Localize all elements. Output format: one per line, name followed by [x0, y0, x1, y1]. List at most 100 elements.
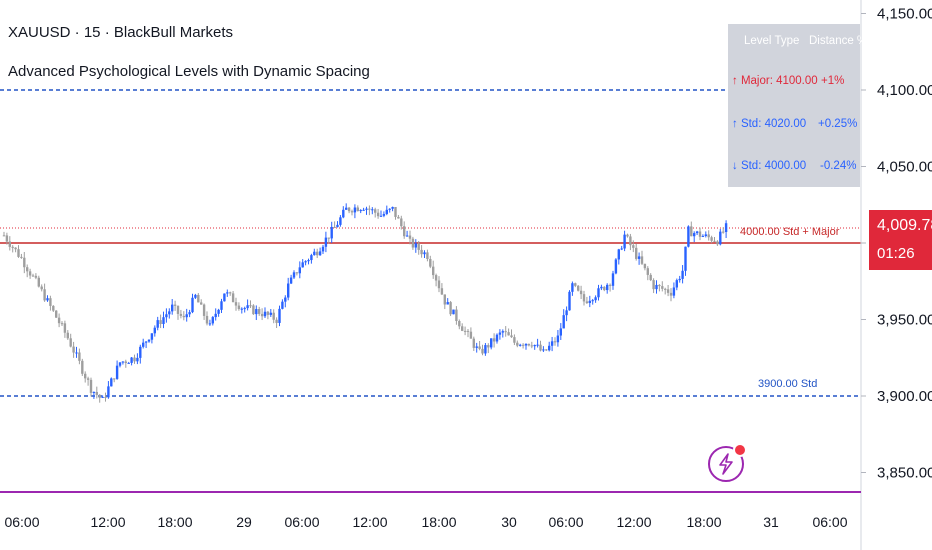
table-row-label: ↓ Std: 4000.00 [732, 160, 807, 172]
candle-body [289, 277, 293, 284]
candle-body [252, 305, 255, 315]
time-tick-label: 12:00 [352, 514, 387, 530]
candle-body [565, 310, 568, 316]
candle-body [43, 289, 46, 301]
candle-body [492, 338, 496, 342]
candle-body [139, 346, 142, 358]
candle-body [519, 344, 522, 346]
candle-body [316, 251, 319, 256]
candle-body [629, 236, 632, 246]
candle-body [403, 226, 406, 237]
candle-body [681, 270, 684, 279]
candle-body [432, 266, 435, 276]
candle-body [359, 210, 362, 212]
candle-body [298, 267, 301, 274]
table-row-label: ↑ Std: 4020.00 [732, 118, 807, 130]
candle-body [263, 311, 267, 317]
candle-body [600, 286, 603, 289]
candle-body [620, 248, 623, 250]
level-label: 4000.00 Std + Major [740, 226, 840, 238]
table-header-distance: Distance % [809, 35, 868, 47]
candle-body [568, 291, 571, 311]
candle-body [379, 215, 383, 217]
candle-body [449, 302, 452, 315]
candle-body [11, 246, 14, 248]
candle-body [716, 241, 719, 245]
candle-body [310, 255, 313, 261]
candle-body [649, 274, 652, 281]
candle-body [336, 224, 339, 228]
candle-body [643, 263, 647, 269]
candle-body [655, 284, 658, 290]
candle-body [278, 308, 281, 323]
candle-body [14, 247, 17, 250]
candle-body [719, 231, 722, 245]
candle-body [461, 326, 464, 331]
candle-body [333, 226, 336, 228]
candle-body [536, 344, 539, 346]
candle-body [481, 348, 484, 354]
candle-body [121, 361, 125, 363]
candle-body [40, 286, 43, 290]
candle-body [86, 378, 90, 380]
candle-body [17, 249, 20, 257]
time-tick-label: 06:00 [548, 514, 583, 530]
candle-body [577, 285, 580, 291]
candle-body [272, 312, 275, 320]
candle-body [527, 343, 531, 346]
candle-body [171, 304, 174, 312]
candle-body [5, 235, 9, 242]
candle-body [95, 391, 98, 395]
candle-body [684, 246, 687, 271]
candle-body [8, 241, 11, 247]
candle-body [585, 301, 589, 304]
candle-body [292, 272, 296, 278]
candle-body [150, 333, 154, 340]
candle-body [530, 345, 533, 347]
candle-body [469, 331, 473, 339]
time-tick-label: 18:00 [157, 514, 192, 530]
candle-body [197, 294, 200, 303]
candle-body [20, 256, 23, 258]
candle-body [463, 330, 467, 332]
time-tick-label: 29 [236, 514, 252, 530]
candle-body [475, 346, 478, 348]
candle-body [92, 391, 96, 393]
time-tick-label: 06:00 [4, 514, 39, 530]
lightning-icon [719, 453, 733, 475]
candle-body [434, 275, 438, 281]
candle-body [104, 396, 107, 398]
candle-body [205, 315, 209, 324]
candle-body [635, 247, 638, 259]
alert-bolt-button[interactable] [708, 443, 747, 482]
candle-body [194, 294, 197, 298]
candle-body [437, 280, 441, 289]
candle-body [545, 349, 548, 351]
candle-body [617, 249, 620, 260]
candle-body [342, 209, 345, 218]
candle-body [214, 313, 217, 318]
candle-body [556, 335, 560, 343]
candle-body [623, 234, 626, 249]
candle-body [330, 226, 333, 239]
candle-body [75, 352, 78, 354]
candle-body [234, 302, 238, 306]
candle-body [501, 331, 504, 333]
candle-body [347, 207, 351, 212]
candle-body [591, 300, 594, 302]
candle-body [223, 293, 226, 302]
candle-body [632, 245, 635, 248]
candle-body [304, 261, 307, 263]
indicator-title[interactable]: Advanced Psychological Levels with Dynam… [8, 63, 370, 80]
symbol-title[interactable]: XAUUSD · 15 · BlackBull Markets [8, 24, 234, 41]
candle-body [28, 271, 32, 276]
time-tick-label: 06:00 [812, 514, 847, 530]
time-tick-label: 18:00 [686, 514, 721, 530]
candle-body [516, 342, 519, 346]
candle-body [429, 258, 432, 267]
candle-body [695, 231, 699, 234]
time-tick-label: 18:00 [421, 514, 456, 530]
candle-body [443, 294, 446, 305]
candle-body [452, 309, 455, 315]
candle-body [646, 268, 649, 275]
